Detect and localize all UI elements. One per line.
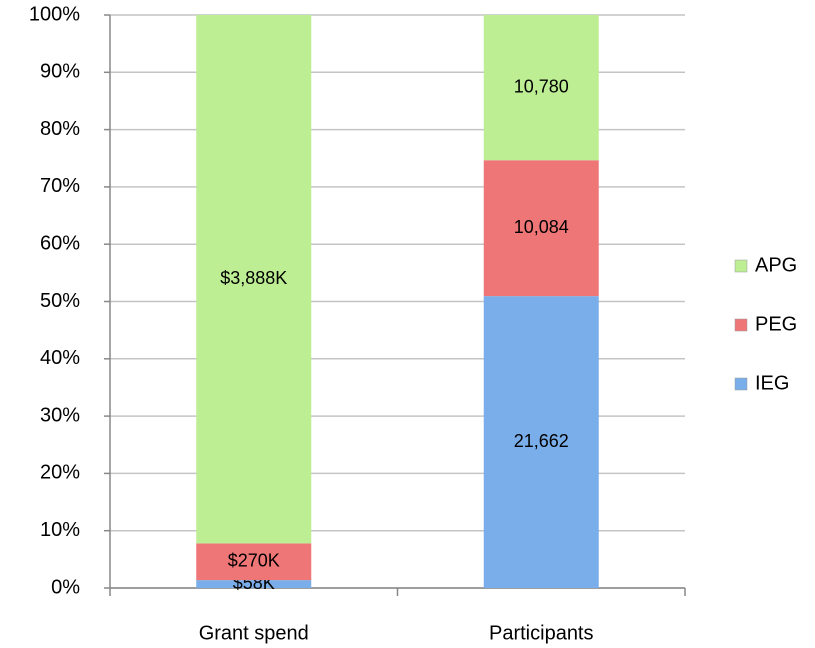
- y-tick-label: 60%: [40, 232, 80, 254]
- bar-segment: [196, 543, 312, 581]
- bar-segment: [483, 160, 599, 297]
- y-tick-label: 70%: [40, 175, 80, 197]
- y-tick-label: 30%: [40, 404, 80, 426]
- y-tick-label: 40%: [40, 347, 80, 369]
- data-label: 10,084: [514, 217, 569, 237]
- x-tick-label: Participants: [489, 622, 594, 644]
- y-tick-label: 10%: [40, 519, 80, 541]
- bar-segment: [196, 15, 312, 544]
- legend-swatch: [734, 377, 748, 391]
- y-tick-label: 100%: [29, 3, 80, 25]
- legend-label: IEG: [755, 372, 789, 394]
- y-tick-label: 80%: [40, 118, 80, 140]
- y-tick-label: 20%: [40, 462, 80, 484]
- legend-swatch: [734, 259, 748, 273]
- data-label: 21,662: [514, 431, 569, 451]
- data-label: $3,888K: [220, 268, 287, 288]
- y-tick-label: 50%: [40, 290, 80, 312]
- bar-segment: [483, 15, 599, 161]
- legend-label: APG: [755, 254, 797, 276]
- legend-label: PEG: [755, 313, 797, 335]
- bar-segment: [196, 580, 312, 588]
- y-tick-label: 0%: [51, 576, 80, 598]
- x-tick-label: Grant spend: [199, 622, 309, 644]
- legend-swatch: [734, 318, 748, 332]
- data-label: $270K: [228, 551, 280, 571]
- data-label: 10,780: [514, 76, 569, 96]
- bar-segment: [483, 296, 599, 588]
- y-tick-label: 90%: [40, 61, 80, 83]
